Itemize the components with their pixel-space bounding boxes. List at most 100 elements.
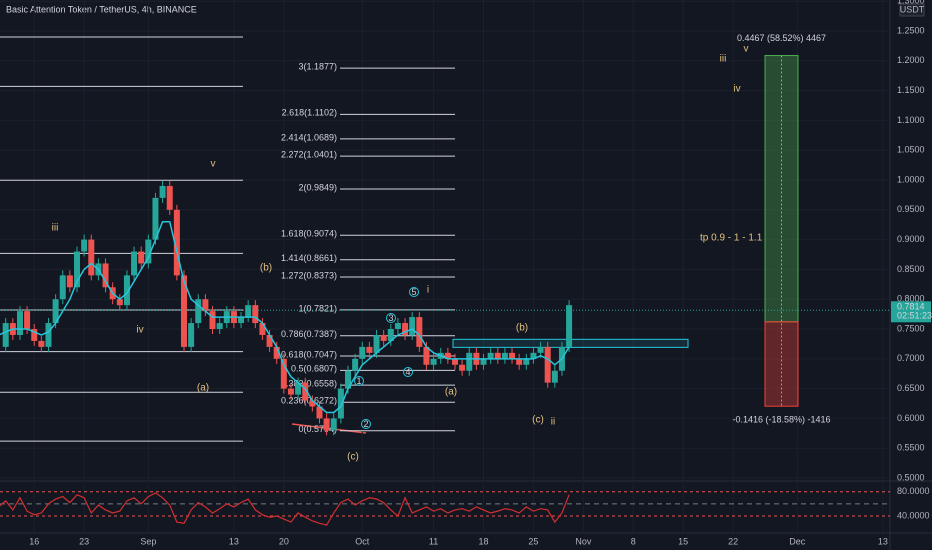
candle [145,239,152,264]
candle [551,370,558,383]
wave-label: tp 0.9 - 1 - 1.1 [700,233,763,244]
x-tick-label: 25 [528,536,538,546]
y-tick-label: 1.0500 [897,145,925,155]
x-tick-label: 16 [29,536,39,546]
wave-label: i [427,285,429,296]
candle [16,311,23,335]
candle [451,358,458,365]
y-tick-label: 0.5000 [897,472,925,482]
candle [537,346,544,353]
x-tick-label: Nov [575,536,592,546]
candle [138,251,145,264]
candle [2,323,9,347]
y-tick-label: 1.0000 [897,174,925,184]
y-tick-label: 0.8500 [897,264,925,274]
fib-label: 2.414(1.0689) [281,132,337,142]
candle [66,275,73,288]
candle [245,305,252,318]
candle [523,358,530,365]
y-tick-label: 0.7000 [897,353,925,363]
candle [373,334,380,353]
candle [188,323,195,347]
candle [345,370,352,389]
candle [509,352,516,359]
wave-label: ii [551,417,555,428]
candle [352,358,359,371]
candle [302,382,309,401]
candle [402,323,409,335]
wave-label: (a) [445,387,457,398]
fib-label: 0.236(0.6272) [281,396,337,406]
wave-circle [386,313,396,323]
x-tick-label: 13 [878,536,888,546]
ma-line [0,220,570,414]
last-price-box [891,301,931,323]
candle [487,352,494,359]
candle [394,323,401,330]
candle [173,209,180,276]
fib-label: 1.618(0.9074) [281,229,337,239]
candle [323,418,330,431]
rsi-tick-label: 40.0000 [897,510,930,520]
candle [252,305,259,324]
candle [24,311,31,330]
x-tick-label: Oct [355,536,370,546]
wave-label: (a) [197,383,209,394]
candle [273,346,280,359]
fib-label: 0.5(0.6807) [291,364,337,374]
candle [266,334,273,347]
countdown: 02:51:23 [897,311,932,321]
wave-label: (b) [260,263,272,274]
candle [102,263,109,288]
rsi-line [0,492,570,526]
fib-label: 1.414(0.8661) [281,253,337,263]
candle [416,317,423,347]
candle [238,317,245,324]
currency-box[interactable] [899,3,925,17]
candle [516,358,523,365]
rsi-tick-label: 80.0000 [897,486,930,496]
wave-label: (c) [347,452,359,463]
stop-label: -0.1416 (-18.58%) -1416 [732,415,830,425]
y-tick-label: 0.9500 [897,204,925,214]
y-tick-label: 0.7500 [897,323,925,333]
x-tick-label: 22 [728,536,738,546]
wave-circle [361,419,371,429]
y-tick-label: 0.5500 [897,443,925,453]
candle [280,358,287,389]
wave-circle [409,287,419,297]
candle [216,323,223,330]
wave-number: 4 [405,367,410,377]
x-tick-label: 18 [479,536,489,546]
candle [59,275,66,300]
target-label: 0.4467 (58.52%) 4467 [737,33,826,43]
fib-label: 0.618(0.7047) [281,349,337,359]
y-tick-label: 1.1000 [897,115,925,125]
candle [530,352,537,359]
fib-label: 0(0.5794) [298,424,337,434]
candle [81,239,88,252]
wave-label: v [744,44,749,55]
wave-label: iv [733,84,740,95]
candle [52,299,59,324]
candle [131,251,138,276]
candle [166,185,173,210]
candle [309,400,316,407]
candle [159,185,166,198]
candle [337,388,344,419]
candle [359,346,366,359]
candle [430,358,437,365]
candle [480,358,487,365]
fib-label: 2(0.9849) [298,182,337,192]
fib-label: 0.382(0.6558) [281,379,337,389]
candle [544,346,551,383]
candle [180,275,187,347]
y-tick-label: 1.2000 [897,55,925,65]
candle [409,317,416,335]
fib-label: 2.618(1.1102) [282,108,337,118]
candle [116,299,123,306]
wave-number: 1 [356,376,361,386]
candle [195,299,202,324]
